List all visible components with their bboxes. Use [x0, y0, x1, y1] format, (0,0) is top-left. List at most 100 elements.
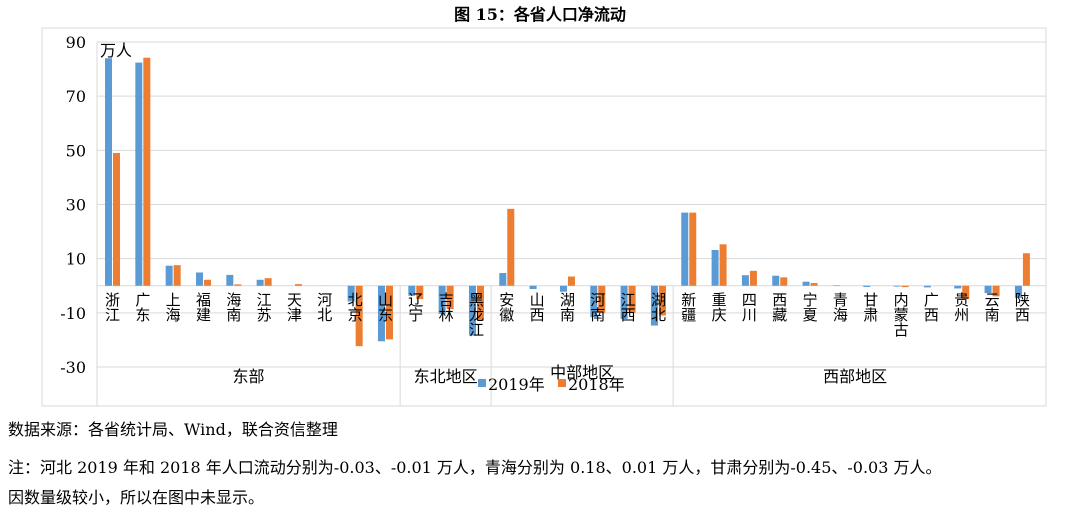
bar-2018	[264, 278, 272, 286]
category-label: 安徽	[497, 292, 515, 322]
bar-2019	[681, 212, 689, 286]
category-label: 河北	[315, 292, 333, 322]
bar-2019	[499, 273, 507, 286]
bar-2018	[234, 284, 242, 286]
bar-2018	[962, 285, 970, 300]
category-label: 山东	[376, 292, 394, 322]
bar-2019	[105, 58, 112, 286]
bar-2018	[992, 285, 1000, 297]
category-label: 江西	[619, 292, 637, 322]
bar-2018	[416, 285, 424, 300]
bar-2019	[165, 265, 173, 286]
category-label: 上海	[164, 292, 182, 322]
bar-2018	[598, 285, 606, 313]
bar-2019	[438, 285, 446, 314]
bar-2018	[719, 244, 727, 286]
bar-2019	[1014, 285, 1022, 298]
bar-2019	[741, 275, 749, 286]
category-label: 宁夏	[801, 292, 819, 322]
category-label: 新疆	[679, 292, 697, 322]
category-label: 湖南	[558, 292, 576, 322]
bar-2018	[385, 285, 393, 340]
bar-2019	[620, 285, 628, 320]
bar-2019	[893, 285, 901, 287]
bar-2018	[658, 285, 666, 316]
category-label: 重庆	[710, 292, 728, 322]
unit-label: 万人	[100, 41, 132, 60]
category-label: 江苏	[255, 292, 273, 323]
group-label: 中部地区	[550, 363, 614, 382]
group-label: 西部地区	[823, 367, 887, 386]
category-label: 河南	[588, 292, 606, 322]
y-tick-label: 90	[66, 33, 86, 52]
bar-2019	[923, 285, 931, 288]
y-tick-label: 50	[66, 141, 86, 160]
category-label: 山西	[528, 292, 546, 322]
bar-2019	[256, 279, 264, 286]
category-label: 湖北	[649, 292, 667, 322]
y-tick-label: 10	[66, 250, 86, 269]
category-label: 青海	[831, 292, 849, 322]
category-label: 贵州	[952, 292, 970, 322]
chart-title: 图 15：各省人口净流动	[454, 5, 626, 24]
bar-2018	[355, 285, 363, 347]
bar-2019	[711, 250, 719, 286]
category-label: 广西	[922, 292, 940, 322]
category-label: 云南	[983, 292, 1001, 322]
category-label: 北京	[346, 292, 364, 323]
category-label: 福建	[194, 292, 212, 322]
category-label: 天津	[285, 292, 303, 322]
bar-2019	[650, 285, 658, 326]
bar-2019	[347, 285, 355, 302]
bar-chart: 图 15：各省人口净流动 90 70 50 30 10 -10 -30 浙江 广东 上海 福建 海南…	[41, 5, 1047, 407]
bar-2018	[780, 277, 788, 286]
source-note: 数据来源：各省统计局、Wind，联合资信整理	[8, 420, 338, 439]
category-label: 吉林	[437, 292, 455, 322]
bar-2018	[689, 212, 697, 286]
bar-2019	[863, 285, 871, 287]
bar-2019	[377, 285, 385, 342]
bar-2018	[143, 57, 151, 286]
bar-2018	[203, 279, 211, 286]
category-label: 黑龙江	[467, 292, 485, 337]
category-label: 内蒙古	[892, 292, 910, 337]
legend-swatch-2018年	[558, 379, 566, 387]
footnote-line-2: 因数量级较小，所以在图中未显示。	[8, 488, 265, 507]
bar-2018	[476, 285, 484, 321]
footnote-line-1: 注：河北 2019 年和 2018 年人口流动分别为-0.03、-0.01 万人…	[8, 458, 942, 477]
bar-2018	[749, 270, 757, 286]
category-label: 四川	[740, 292, 758, 322]
legend-swatch-2019年	[478, 379, 486, 387]
bar-2018	[810, 283, 818, 286]
chart-frame	[41, 27, 1047, 407]
y-tick-label: 70	[66, 87, 86, 106]
category-label: 海南	[224, 292, 242, 322]
bar-2018	[507, 208, 515, 286]
bar-2019	[468, 285, 476, 336]
legend: 2019年 2018年	[478, 375, 625, 394]
category-label: 广东	[133, 292, 151, 322]
bar-2019	[226, 274, 234, 286]
bar-2018	[1022, 253, 1030, 286]
bar-2019	[984, 285, 992, 294]
bar-2018	[446, 285, 454, 310]
bar-2019	[802, 281, 810, 286]
category-label: 辽宁	[406, 292, 424, 322]
bar-2019	[195, 272, 203, 286]
bar-2019	[135, 62, 143, 286]
bar-2019	[559, 285, 567, 292]
bar-2018	[901, 285, 909, 288]
bar-2018	[628, 285, 636, 313]
y-tick-label: 30	[66, 196, 86, 215]
bar-2018	[113, 153, 120, 286]
y-tick-label: -30	[60, 358, 86, 377]
bar-2019	[590, 285, 598, 318]
category-label: 西藏	[770, 292, 788, 323]
y-tick-label: -10	[60, 304, 86, 323]
group-label: 东部	[233, 367, 265, 386]
category-label: 甘肃	[861, 292, 879, 322]
bar-2018	[294, 284, 302, 286]
legend-label: 2018年	[568, 375, 625, 394]
category-label: 陕西	[1013, 292, 1031, 322]
